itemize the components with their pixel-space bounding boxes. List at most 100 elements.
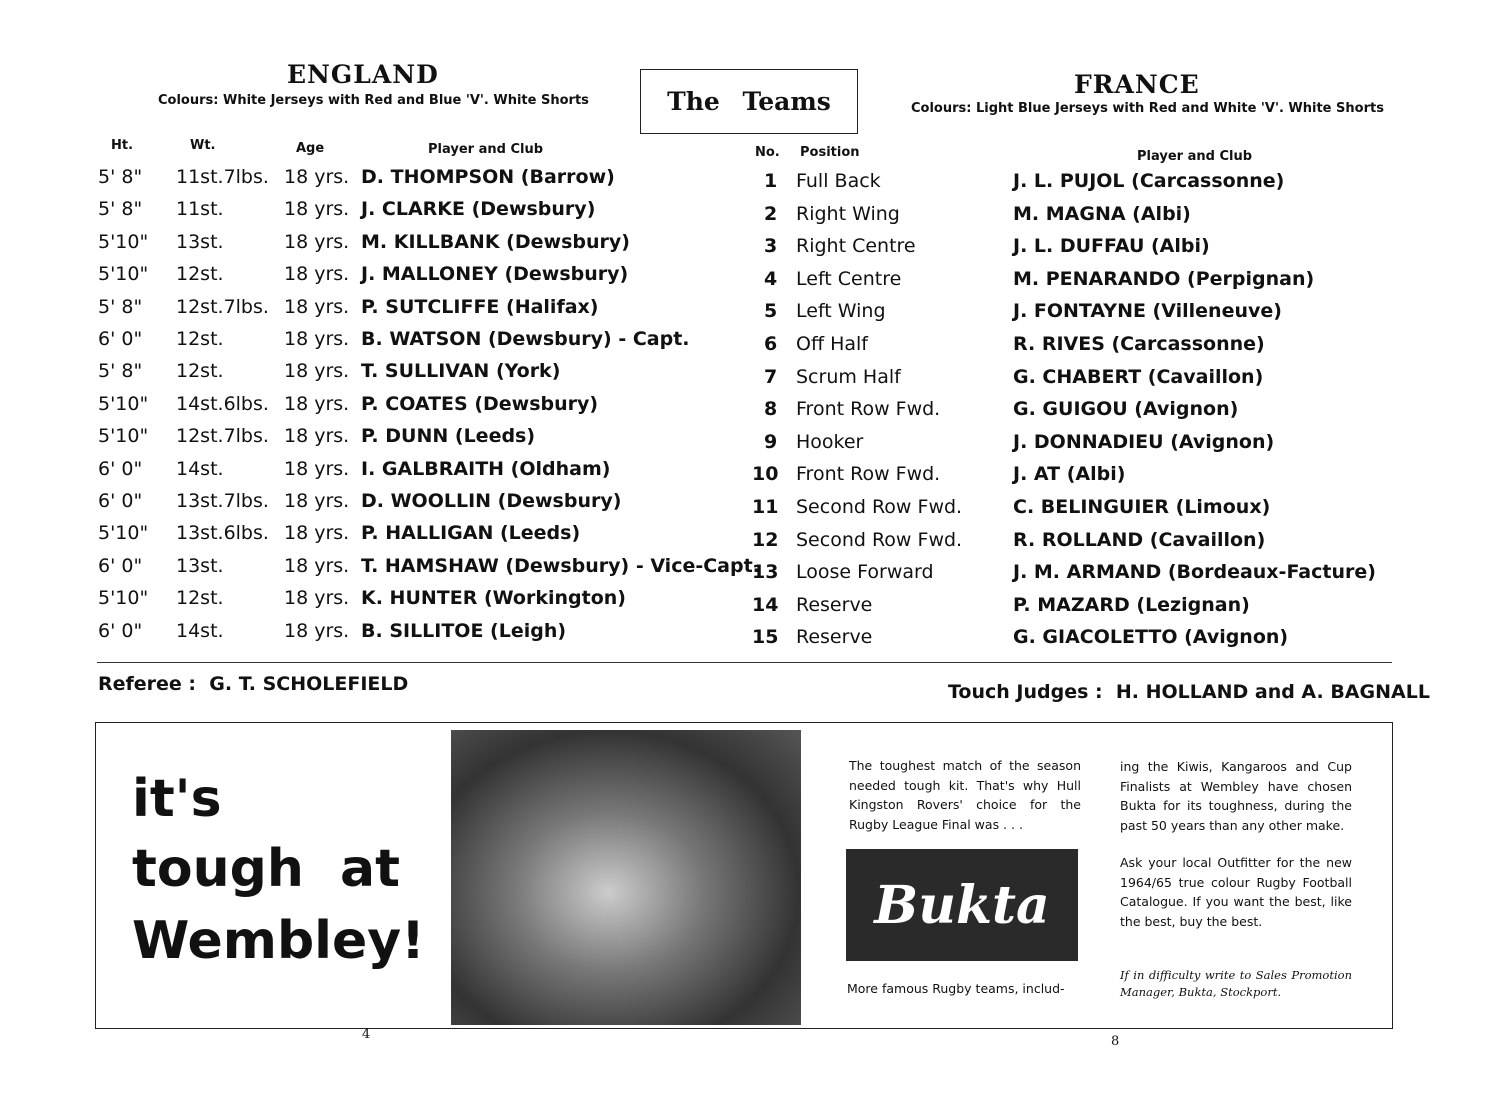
bukta-advert: it's tough at Wembley! The toughest matc…: [95, 722, 1393, 1029]
page-number: 8: [1111, 1034, 1120, 1049]
header-ht: Ht.: [111, 138, 134, 153]
divider: [97, 662, 1392, 663]
height: 6' 0": [98, 328, 143, 350]
age: 18 yrs.: [284, 166, 350, 188]
age: 18 yrs.: [284, 457, 350, 480]
age: 18 yrs.: [284, 295, 350, 318]
weight: 13st.: [176, 554, 224, 577]
england-title: ENGLAND: [287, 60, 439, 89]
weight: 13st.7lbs.: [176, 490, 269, 512]
header-player: Player and Club: [428, 142, 544, 157]
number: 2: [764, 202, 778, 225]
player-name: J. DONNADIEU (Avignon): [1013, 430, 1275, 453]
player-name: J. L. PUJOL (Carcassonne): [1013, 170, 1285, 192]
age: 18 yrs.: [284, 230, 350, 253]
ad-text: ing the Kiwis, Kangaroos and Cup Finalis…: [1120, 759, 1352, 833]
position: Right Centre: [796, 235, 916, 258]
number: 8: [764, 398, 778, 421]
slogan-line: tough at: [132, 839, 400, 899]
number: 3: [764, 235, 778, 258]
player-name: T. HAMSHAW (Dewsbury) - Vice-Capt.: [361, 554, 760, 577]
position: Right Wing: [796, 202, 900, 225]
height: 6' 0": [98, 457, 143, 480]
height: 5'10": [98, 263, 149, 286]
weight: 11st.: [176, 198, 224, 221]
number: 13: [752, 561, 779, 584]
height: 5'10": [98, 392, 149, 415]
player-name: D. WOOLLIN (Dewsbury): [361, 490, 622, 512]
weight: 12st.: [176, 263, 224, 286]
weight: 12st.: [176, 360, 224, 383]
ad-text: If in difficulty write to Sales Promotio…: [1120, 968, 1352, 999]
age: 18 yrs.: [284, 425, 350, 448]
position: Loose Forward: [796, 561, 934, 584]
height: 5'10": [98, 230, 149, 253]
height: 5' 8": [98, 198, 143, 221]
age: 18 yrs.: [284, 360, 350, 383]
player-name: T. SULLIVAN (York): [361, 360, 561, 383]
player-name: P. HALLIGAN (Leeds): [361, 522, 581, 545]
slogan-line: Wembley!: [132, 911, 425, 971]
number: 15: [752, 626, 779, 649]
number: 7: [764, 365, 778, 388]
player-name: M. PENARANDO (Perpignan): [1013, 267, 1315, 290]
player-name: M. KILLBANK (Dewsbury): [361, 230, 630, 253]
weight: 13st.: [176, 230, 224, 253]
age: 18 yrs.: [284, 198, 350, 221]
player-name: J. MALLONEY (Dewsbury): [361, 263, 629, 286]
player-name: G. GIACOLETTO (Avignon): [1013, 626, 1289, 649]
position: Full Back: [796, 170, 881, 192]
player-name: J. AT (Albi): [1013, 463, 1126, 486]
height: 6' 0": [98, 554, 143, 577]
weight: 14st.: [176, 457, 224, 480]
position: Reserve: [796, 593, 873, 616]
number: 9: [764, 430, 778, 453]
position: Left Centre: [796, 267, 902, 290]
position: Reserve: [796, 626, 873, 649]
position: Off Half: [796, 333, 868, 355]
ad-text: Ask your local Outfitter for the new 196…: [1120, 855, 1352, 929]
player-name: M. MAGNA (Albi): [1013, 202, 1191, 225]
position: Second Row Fwd.: [796, 496, 963, 518]
number: 4: [764, 267, 778, 290]
weight: 12st.: [176, 587, 224, 610]
height: 5'10": [98, 522, 149, 545]
france-colours: Colours: Light Blue Jerseys with Red and…: [911, 101, 1384, 116]
bukta-logo: Bukta: [846, 849, 1078, 961]
player-name: J. M. ARMAND (Bordeaux-Facture): [1013, 561, 1376, 584]
age: 18 yrs.: [284, 619, 350, 642]
player-name: C. BELINGUIER (Limoux): [1013, 496, 1271, 518]
player-name: G. GUIGOU (Avignon): [1013, 398, 1239, 421]
position: Hooker: [796, 430, 864, 453]
player-name: P. SUTCLIFFE (Halifax): [361, 295, 599, 318]
height: 5'10": [98, 425, 149, 448]
position: Left Wing: [796, 300, 886, 323]
weight: 12st.7lbs.: [176, 425, 269, 448]
height: 5' 8": [98, 360, 143, 383]
number: 11: [752, 496, 779, 518]
player-name: B. SILLITOE (Leigh): [361, 619, 567, 642]
position: Front Row Fwd.: [796, 398, 941, 421]
player-name: J. CLARKE (Dewsbury): [361, 198, 596, 221]
number: 5: [764, 300, 778, 323]
age: 18 yrs.: [284, 554, 350, 577]
header-age: Age: [296, 141, 325, 156]
height: 6' 0": [98, 490, 143, 512]
player-name: G. CHABERT (Cavaillon): [1013, 365, 1264, 388]
player-name: I. GALBRAITH (Oldham): [361, 457, 611, 480]
weight: 11st.7lbs.: [176, 166, 269, 188]
position: Scrum Half: [796, 365, 901, 388]
header-no: No.: [755, 145, 780, 160]
weight: 12st.7lbs.: [176, 295, 269, 318]
weight: 14st.6lbs.: [176, 392, 269, 415]
header-player-fr: Player and Club: [1137, 149, 1253, 164]
player-name: B. WATSON (Dewsbury) - Capt.: [361, 328, 690, 350]
player-name: R. ROLLAND (Cavaillon): [1013, 528, 1266, 551]
player-name: P. MAZARD (Lezignan): [1013, 593, 1250, 616]
weight: 14st.: [176, 619, 224, 642]
slogan-line: it's: [132, 769, 222, 829]
player-name: P. COATES (Dewsbury): [361, 392, 599, 415]
number: 6: [764, 333, 778, 355]
height: 5' 8": [98, 166, 143, 188]
position: Second Row Fwd.: [796, 528, 963, 551]
